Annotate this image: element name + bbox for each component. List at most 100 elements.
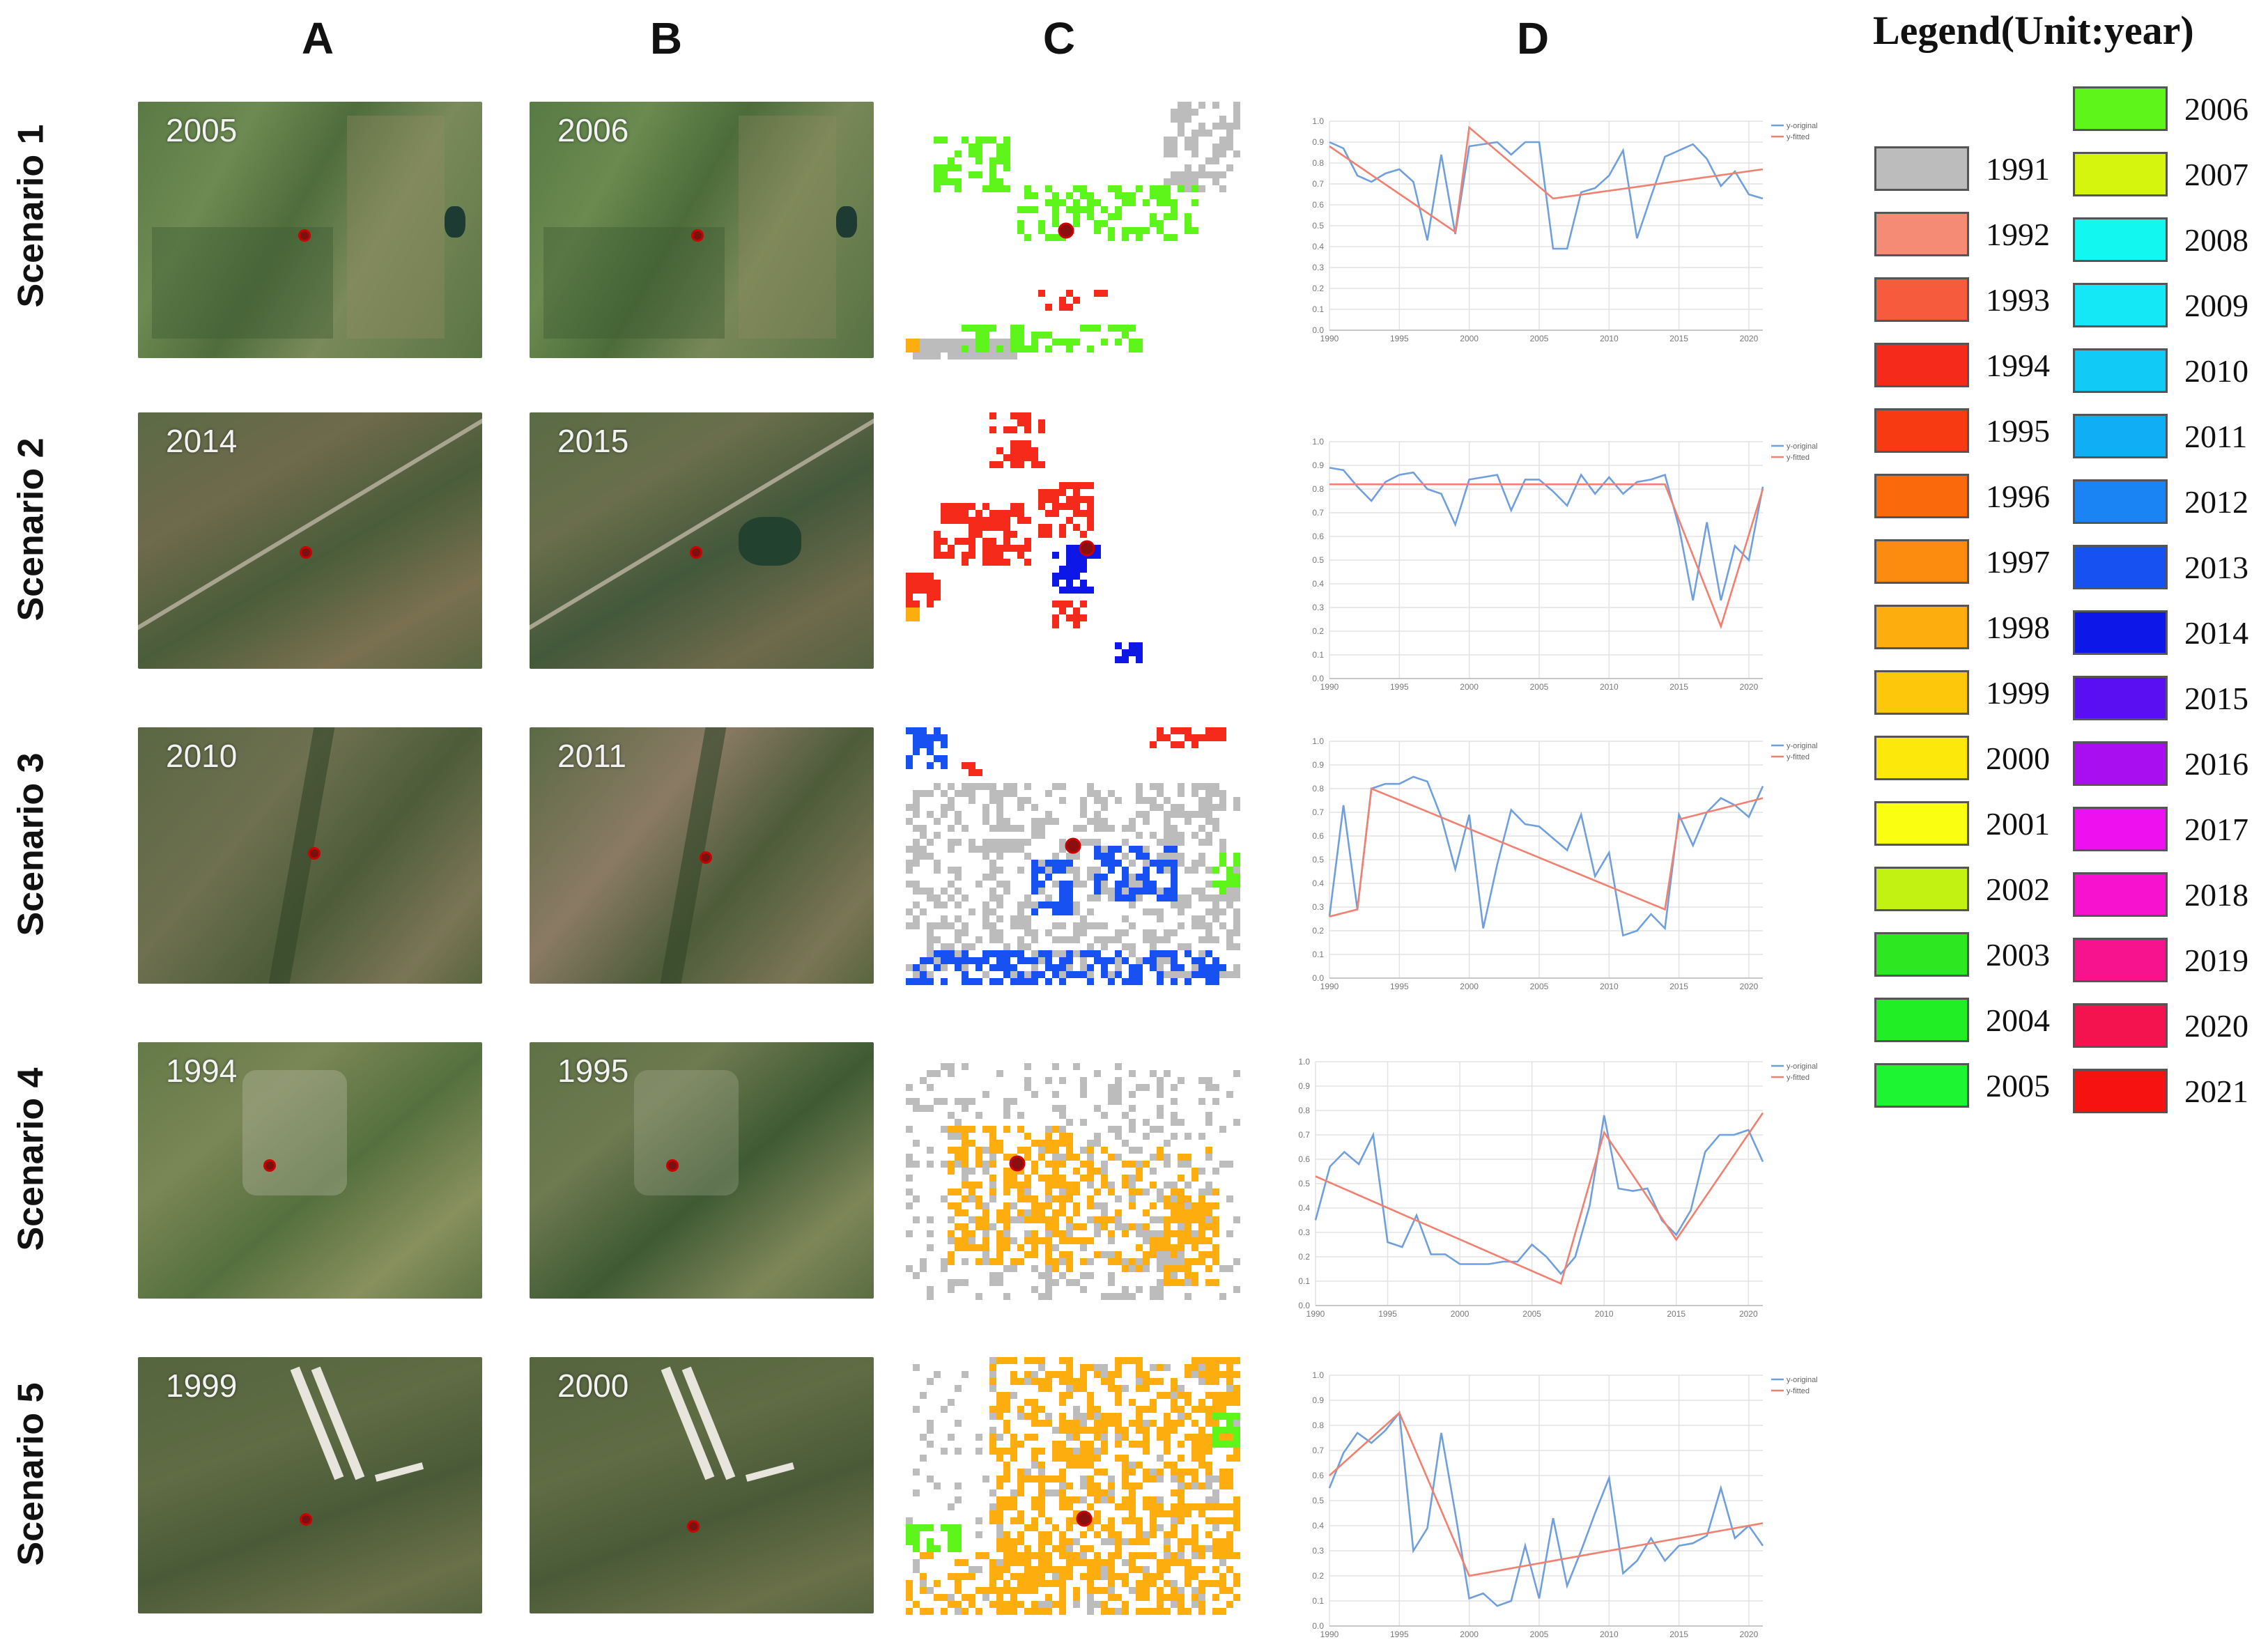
change-map-pixel: [920, 978, 927, 985]
legend-label: 2009: [2184, 287, 2248, 323]
change-map-pixel: [1010, 447, 1017, 454]
change-map-pixel: [1136, 1378, 1143, 1385]
change-map-pixel: [989, 874, 996, 881]
change-map-pixel: [1087, 874, 1094, 881]
row-label-scenario-4: Scenario 4: [11, 1067, 52, 1251]
sample-point-marker: [298, 229, 311, 242]
change-map-pixel: [1115, 1385, 1122, 1392]
change-map-pixel: [996, 1496, 1003, 1503]
change-map-pixel: [1164, 971, 1171, 978]
change-map-pixel: [1226, 1476, 1233, 1482]
change-map-pixel: [1191, 1216, 1198, 1223]
change-map-pixel: [1164, 1392, 1171, 1399]
change-map-pixel: [1219, 1434, 1226, 1441]
change-map-pixel: [1185, 867, 1191, 874]
change-map-pixel: [1233, 1580, 1240, 1587]
change-map-pixel: [1178, 1251, 1185, 1258]
change-map-pixel: [955, 1147, 962, 1154]
change-map-pixel: [1212, 1434, 1219, 1441]
change-map-pixel: [1191, 1420, 1198, 1427]
y-tick-label: 0.8: [1298, 1106, 1310, 1115]
change-map-pixel: [1038, 832, 1045, 839]
change-map-pixel: [1073, 1552, 1080, 1559]
change-map-pixel: [1010, 1545, 1017, 1552]
change-map-pixel: [1198, 936, 1205, 943]
change-map-pixel: [1115, 957, 1122, 964]
change-map-pixel: [1205, 1482, 1212, 1489]
change-map-pixel: [996, 1601, 1003, 1608]
change-map-pixel: [1080, 1244, 1087, 1251]
y-tick-label: 0.7: [1312, 807, 1324, 817]
change-map-pixel: [1122, 1293, 1129, 1300]
change-map-pixel: [1073, 867, 1080, 874]
change-map-pixel: [1094, 867, 1101, 874]
change-map-pixel: [996, 1573, 1003, 1580]
change-map-pixel: [996, 915, 1003, 922]
change-map-pixel: [1129, 1119, 1136, 1126]
change-map-pixel: [1171, 1594, 1178, 1601]
change-map-pixel: [955, 874, 962, 881]
legend-label: 2006: [2184, 91, 2248, 127]
change-map-pixel: [1212, 1230, 1219, 1237]
change-map-pixel: [927, 601, 934, 607]
change-map-pixel: [1101, 881, 1108, 888]
change-map-pixel: [1219, 1406, 1226, 1413]
change-map-pixel: [1178, 1476, 1185, 1482]
change-map-pixel: [1233, 874, 1240, 881]
change-map-pixel: [1129, 1175, 1136, 1182]
change-map-pixel: [1038, 419, 1045, 426]
change-map-pixel: [1143, 1406, 1150, 1413]
change-map-pixel: [1073, 587, 1080, 594]
series-line-y-fitted: [1315, 1112, 1764, 1285]
change-map-pixel: [1185, 171, 1191, 178]
change-map-pixel: [1066, 192, 1073, 199]
change-map-pixel: [1045, 199, 1052, 206]
change-map-pixel: [1164, 192, 1171, 199]
change-map-pixel: [1191, 1524, 1198, 1531]
change-map-pixel: [920, 573, 927, 580]
change-map-pixel: [1073, 607, 1080, 614]
change-map-pixel: [1066, 587, 1073, 594]
change-map-pixel: [1191, 1587, 1198, 1594]
row-label-scenario-2: Scenario 2: [11, 438, 52, 621]
change-map-pixel: [1094, 874, 1101, 881]
legend-label: 2004: [1986, 1002, 2050, 1038]
change-map-pixel: [1108, 1538, 1115, 1545]
y-tick-label: 0.4: [1312, 579, 1324, 589]
change-map-pixel: [1073, 881, 1080, 888]
change-map-pixel: [1066, 1538, 1073, 1545]
change-map-pixel: [1045, 510, 1052, 517]
legend-item: 1994: [1874, 343, 2050, 387]
change-map-pixel: [969, 1216, 975, 1223]
change-map-pixel: [1233, 895, 1240, 901]
change-map-pixel: [1031, 929, 1038, 936]
change-map-pixel: [955, 1531, 962, 1538]
change-map-pixel: [1003, 839, 1010, 846]
change-map-pixel: [1045, 185, 1052, 192]
change-map-pixel: [1052, 964, 1059, 971]
change-map-pixel: [1038, 1531, 1045, 1538]
change-map-pixel: [1066, 1223, 1073, 1230]
change-map-pixel: [1045, 1147, 1052, 1154]
change-map-pixel: [969, 783, 975, 790]
change-map-pixel: [1024, 426, 1031, 433]
change-map-pixel: [1115, 1531, 1122, 1538]
change-map-pixel: [1108, 1559, 1115, 1566]
change-map-pixel: [962, 783, 969, 790]
change-map-pixel: [1143, 1119, 1150, 1126]
change-map-pixel: [955, 950, 962, 957]
change-map-pixel: [1108, 895, 1115, 901]
change-map-pixel: [1059, 957, 1066, 964]
change-map-pixel: [1185, 1469, 1191, 1476]
change-map-pixel: [1150, 957, 1157, 964]
change-map-pixel: [1059, 1202, 1066, 1209]
change-map-pixel: [1024, 1469, 1031, 1476]
change-map-pixel: [1017, 1510, 1024, 1517]
change-map-pixel: [1122, 853, 1129, 860]
change-map-pixel: [1003, 1216, 1010, 1223]
change-map-pixel: [1052, 1195, 1059, 1202]
change-map-pixel: [1010, 846, 1017, 853]
satellite-image-s2-a: 2014: [138, 412, 482, 669]
change-map-pixel: [1226, 1230, 1233, 1237]
change-map-pixel: [1178, 964, 1185, 971]
